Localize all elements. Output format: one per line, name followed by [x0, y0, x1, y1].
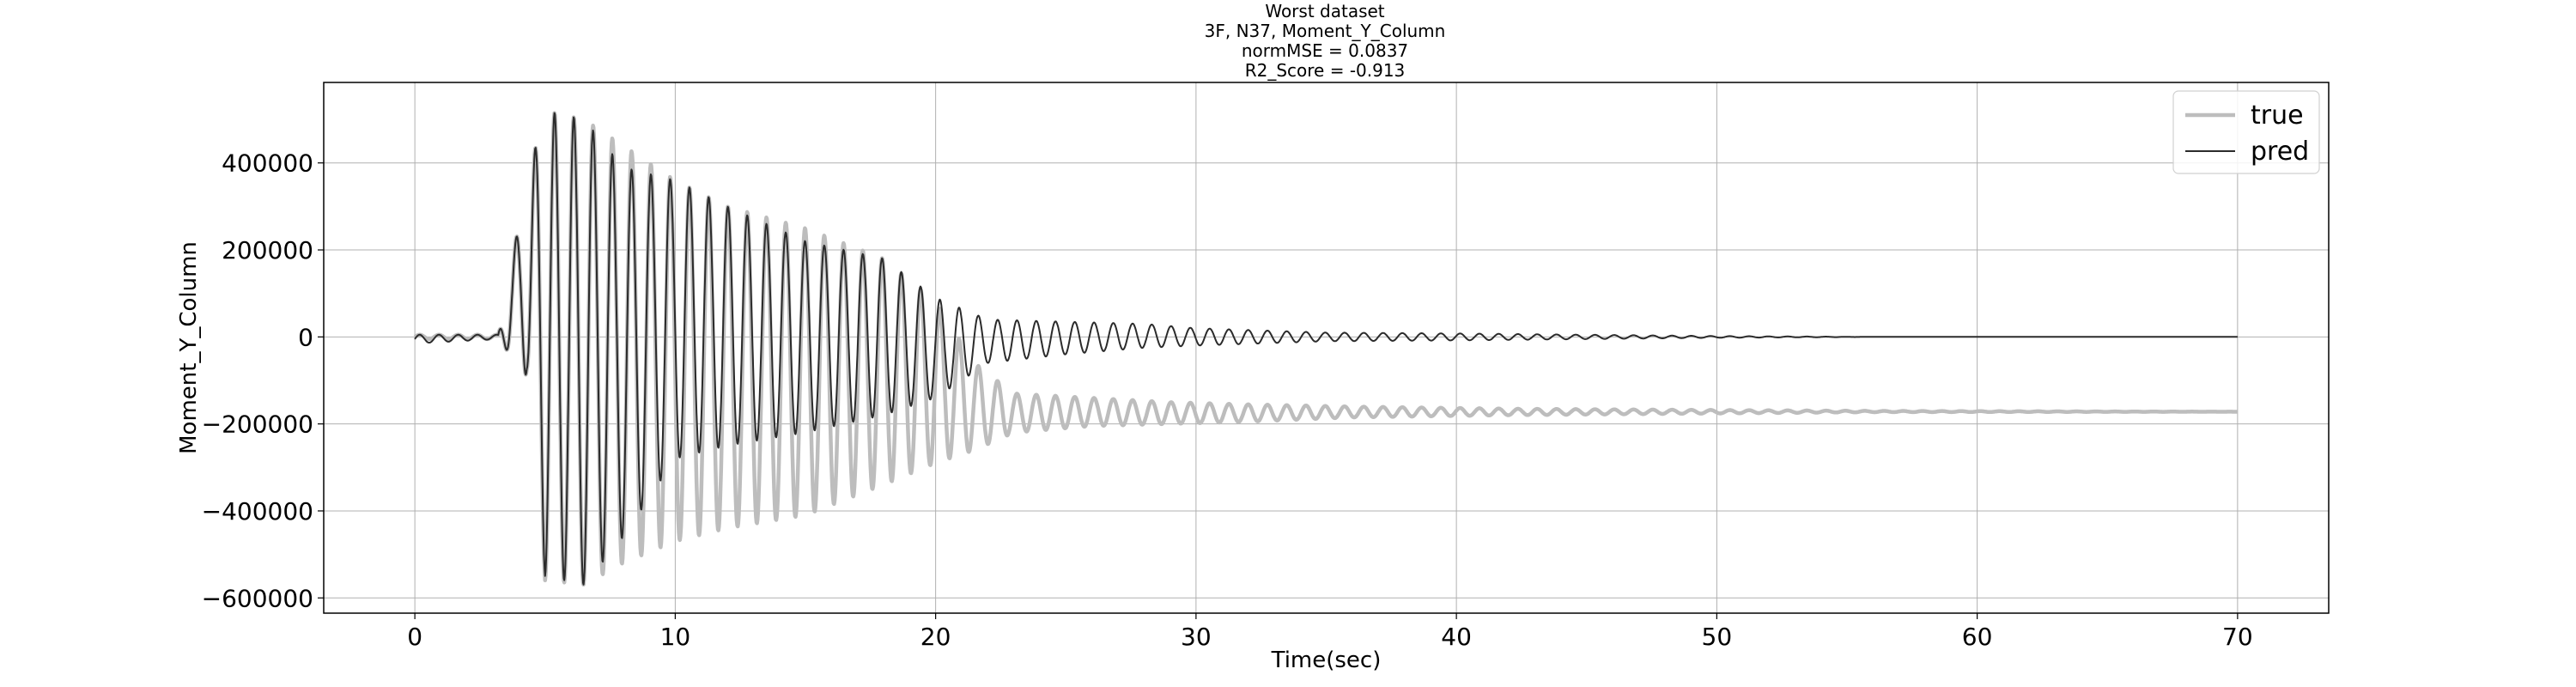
- y-tick-label: 200000: [222, 236, 313, 264]
- x-tick-label: 60: [1962, 623, 1993, 651]
- series-line-true: [413, 111, 2239, 587]
- legend-label-pred: pred: [2251, 137, 2309, 167]
- y-tick-label: −400000: [202, 497, 313, 526]
- series-line-pred: [414, 112, 2239, 586]
- y-axis-label: Moment_Y_Column: [176, 241, 202, 454]
- plot-area: [413, 111, 2239, 587]
- y-axis: −600000 −400000 −200000 0 200000 400000: [202, 149, 324, 612]
- y-tick-label: 400000: [222, 149, 313, 178]
- legend: true pred: [2172, 90, 2320, 174]
- plot-frame: [323, 82, 2330, 614]
- title-line-1: Worst dataset: [1265, 1, 1384, 21]
- title-line-3: normMSE = 0.0837: [1242, 40, 1408, 61]
- x-tick-label: 50: [1702, 623, 1733, 651]
- x-axis: 0 10 20 30 40 50 60 70: [407, 613, 2253, 651]
- x-tick-label: 0: [407, 623, 422, 651]
- chart-title: Worst dataset 3F, N37, Moment_Y_Column n…: [1205, 1, 1446, 81]
- x-tick-label: 70: [2222, 623, 2253, 651]
- x-tick-label: 30: [1181, 623, 1212, 651]
- x-tick-label: 20: [920, 623, 951, 651]
- x-tick-label: 10: [660, 623, 691, 651]
- x-tick-label: 40: [1441, 623, 1472, 651]
- title-line-2: 3F, N37, Moment_Y_Column: [1205, 21, 1446, 41]
- y-tick-label: −200000: [202, 410, 313, 439]
- x-axis-label: Time(sec): [1271, 647, 1382, 673]
- y-tick-label: −600000: [202, 584, 313, 612]
- title-line-4: R2_Score = -0.913: [1245, 60, 1406, 81]
- legend-box: [2172, 90, 2320, 174]
- legend-label-true: true: [2251, 100, 2304, 131]
- y-tick-label: 0: [298, 323, 313, 351]
